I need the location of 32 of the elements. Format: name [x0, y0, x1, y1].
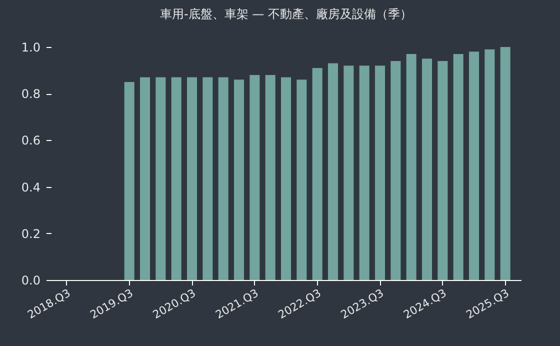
bar	[171, 77, 182, 280]
bar	[328, 63, 338, 280]
bar	[124, 82, 134, 280]
y-tick-label: 0.8	[21, 87, 40, 102]
bar	[250, 74, 260, 280]
bar	[186, 77, 198, 280]
y-tick-label: 1.0	[21, 40, 40, 54]
bar	[202, 77, 213, 280]
y-tick-label: 0.0	[21, 274, 40, 288]
bar	[218, 77, 228, 280]
bar	[265, 74, 276, 280]
chart-title: 車用-底盤、車架 — 不動產、廠房及設備（季）	[160, 7, 412, 21]
bar	[359, 66, 370, 280]
bar	[312, 68, 322, 280]
bar	[234, 80, 244, 280]
bar	[422, 58, 432, 280]
bar	[344, 66, 354, 280]
bar	[438, 60, 448, 280]
bar	[406, 54, 416, 280]
y-tick-label: 0.6	[21, 134, 40, 148]
bar	[500, 47, 510, 280]
bar	[390, 60, 401, 280]
bar	[156, 77, 166, 280]
bar	[296, 80, 307, 280]
bar	[280, 77, 292, 280]
bar	[453, 54, 464, 280]
y-tick-label: 0.4	[21, 180, 40, 194]
bar	[484, 49, 495, 280]
bar	[140, 77, 150, 280]
bar	[374, 66, 386, 280]
y-tick-label: 0.2	[21, 226, 40, 241]
bar	[468, 52, 480, 280]
